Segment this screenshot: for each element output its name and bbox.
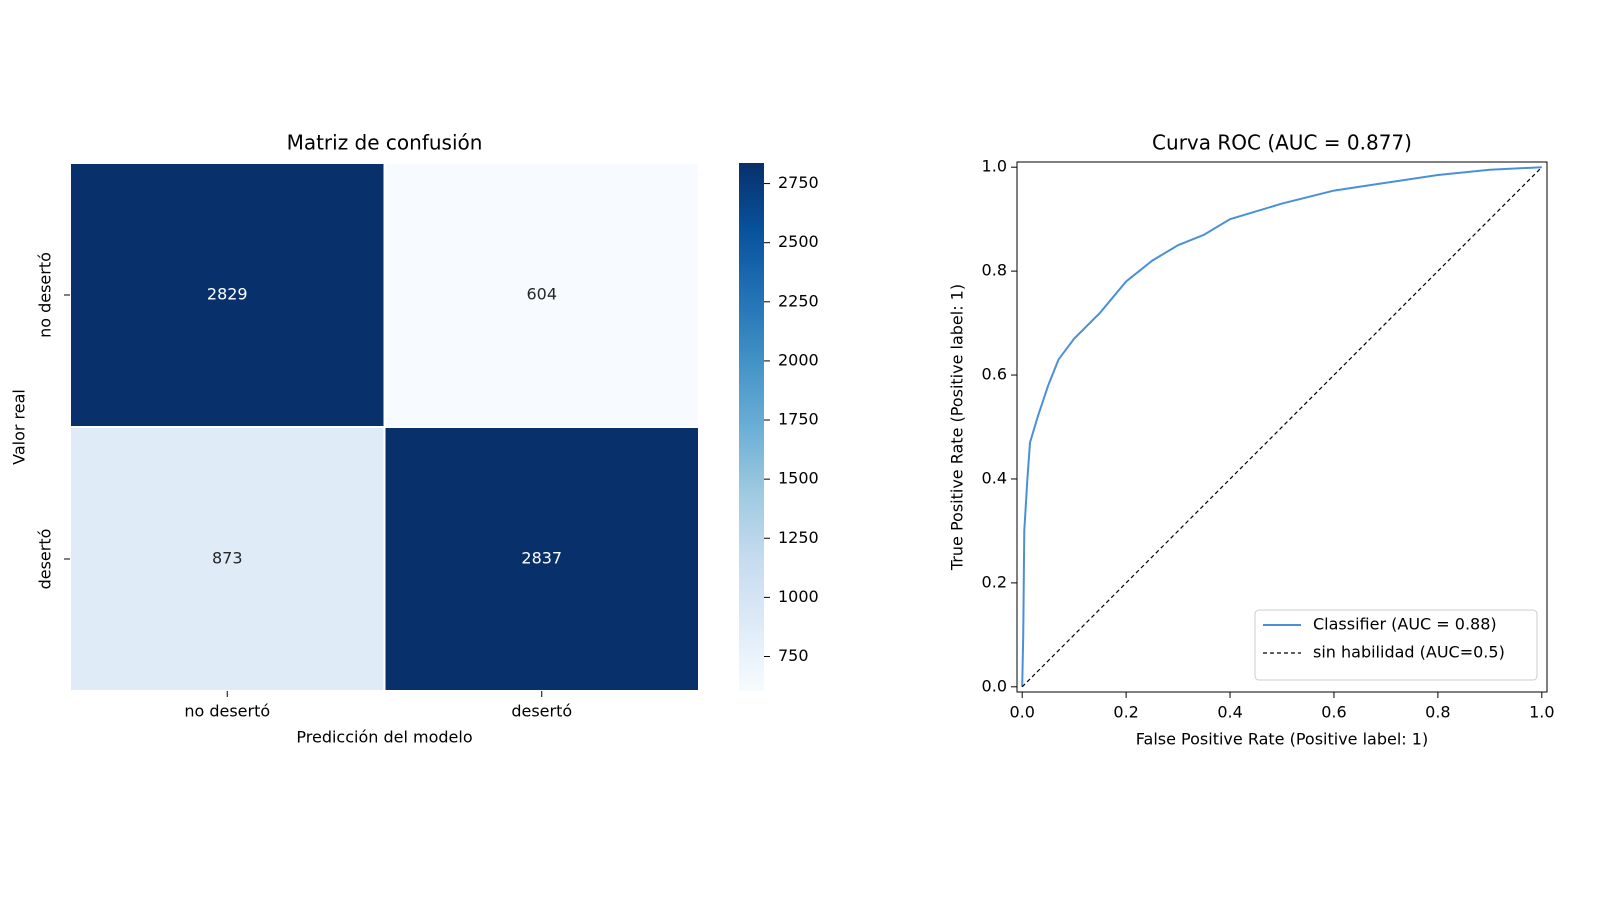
plot-frame xyxy=(1016,161,1548,693)
x-tick-label: 1.0 xyxy=(1529,703,1554,722)
y-tick-label: 0.4 xyxy=(982,468,1007,487)
heatmap-cell xyxy=(383,162,700,428)
x-axis-label: Predicción del modelo xyxy=(296,728,472,747)
y-tick-label: 0.0 xyxy=(982,676,1007,695)
heatmap-cell xyxy=(69,426,386,692)
x-axis-label: False Positive Rate (Positive label: 1) xyxy=(1136,730,1428,749)
series-line xyxy=(1021,166,1543,688)
colorbar-tick-label: 2250 xyxy=(778,291,819,310)
chart-title: Curva ROC (AUC = 0.877) xyxy=(1152,131,1412,155)
colorbar-tick-label: 2750 xyxy=(778,173,819,192)
chart-title: Matriz de confusión xyxy=(287,131,483,155)
heatmap-cell xyxy=(69,162,386,428)
cell-label: 873 xyxy=(212,549,243,568)
y-tick-label: 1.0 xyxy=(982,157,1007,176)
colorbar-tick-label: 750 xyxy=(778,646,809,665)
legend-box xyxy=(1254,609,1538,681)
colorbar-tick-label: 2000 xyxy=(778,350,819,369)
heatmap-cell xyxy=(383,426,700,692)
legend-label: sin habilidad (AUC=0.5) xyxy=(1313,643,1505,662)
legend-label: Classifier (AUC = 0.88) xyxy=(1313,615,1497,634)
x-tick-label: 0.0 xyxy=(1009,703,1034,722)
colorbar-tick-label: 1500 xyxy=(778,469,819,488)
y-tick-label: 0.6 xyxy=(982,365,1007,384)
colorbar-tick-label: 1250 xyxy=(778,528,819,547)
colorbar-tick-label: 1000 xyxy=(778,587,819,606)
x-tick-label: 0.6 xyxy=(1321,703,1346,722)
series-line xyxy=(1021,166,1542,687)
x-tick-label: 0.4 xyxy=(1217,703,1242,722)
colorbar-tick-label: 2500 xyxy=(778,232,819,251)
cell-label: 2837 xyxy=(521,549,562,568)
y-tick-label: desertó xyxy=(36,529,55,590)
y-tick-label: 0.8 xyxy=(982,261,1007,280)
x-tick-label: 0.2 xyxy=(1113,703,1138,722)
colorbar xyxy=(739,163,764,691)
y-tick-label: no desertó xyxy=(36,252,55,338)
colorbar-tick-label: 1750 xyxy=(778,410,819,429)
cell-label: 2829 xyxy=(207,285,248,304)
x-tick-label: desertó xyxy=(511,702,572,721)
x-tick-label: no desertó xyxy=(184,702,270,721)
cell-label: 604 xyxy=(526,285,557,304)
y-axis-label: Valor real xyxy=(10,389,29,465)
y-tick-label: 0.2 xyxy=(982,572,1007,591)
x-tick-label: 0.8 xyxy=(1425,703,1450,722)
y-axis-label: True Positive Rate (Positive label: 1) xyxy=(948,284,967,571)
